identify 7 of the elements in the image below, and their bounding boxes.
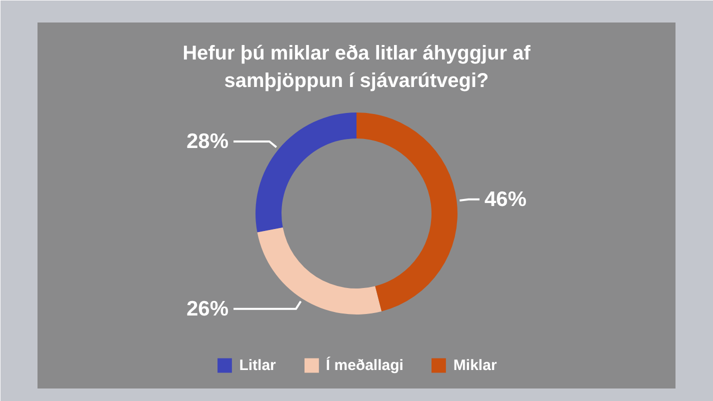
legend-label: Í meðallagi [326,356,404,374]
data-label: 28% [186,130,229,153]
legend-label: Miklar [453,356,497,374]
data-label: 46% [484,188,527,211]
chart-title: Hefur þú miklar eða litlar áhyggjur af samþjöppun í sjávarútvegi? [182,42,531,92]
data-label: 26% [186,297,229,320]
legend-label: Litlar [239,356,276,374]
